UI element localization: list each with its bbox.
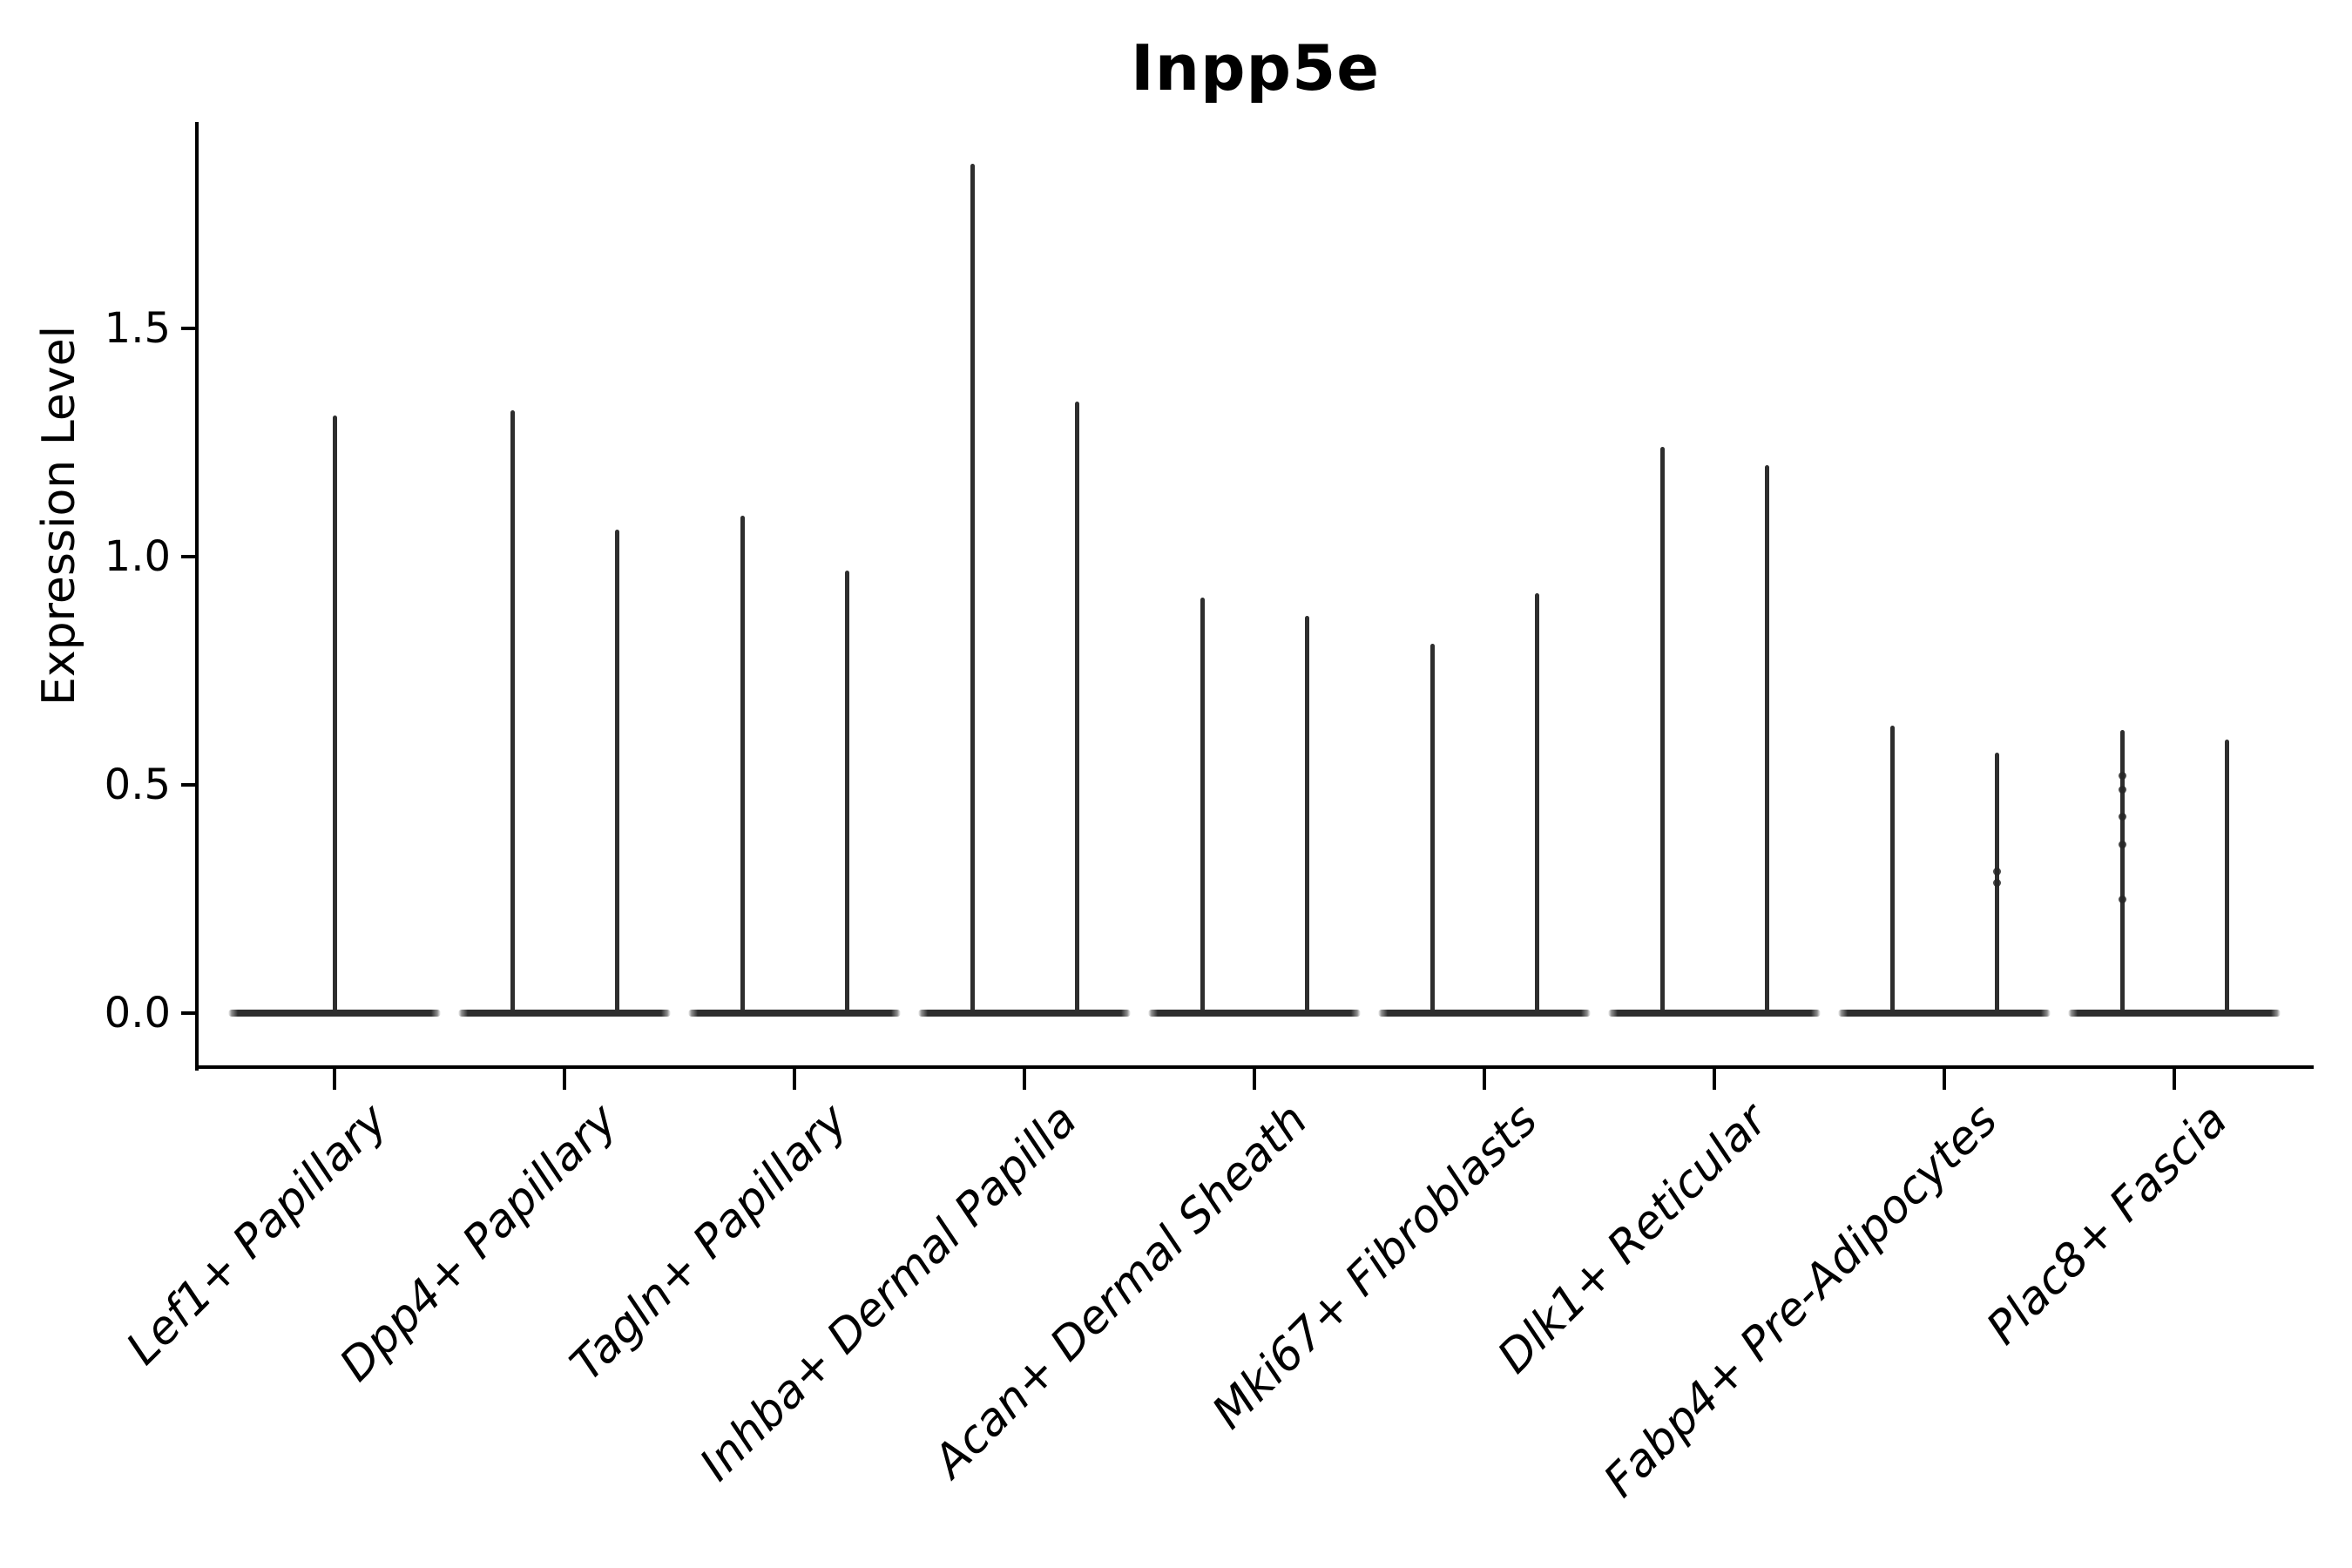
plot-title: Inpp5e	[1130, 31, 1381, 105]
x-tick	[1023, 1069, 1026, 1090]
y-tick	[181, 555, 197, 558]
y-tick-label: 1.5	[104, 304, 171, 353]
violin-baseline	[1838, 1010, 2051, 1017]
violin-spike	[1764, 465, 1769, 1016]
x-tick-label: Fabp4+ Pre-Adipocytes	[1593, 1094, 2008, 1508]
violin-baseline	[918, 1010, 1131, 1017]
x-tick-label: Inhba+ Dermal Papilla	[690, 1094, 1088, 1491]
y-tick	[181, 1011, 197, 1015]
x-tick	[1943, 1069, 1946, 1090]
x-tick	[2173, 1069, 2176, 1090]
violin-spike	[2224, 739, 2229, 1016]
x-axis-spine	[195, 1065, 2314, 1069]
x-tick	[1713, 1069, 1716, 1090]
x-tick	[1483, 1069, 1486, 1090]
y-tick-label: 1.0	[104, 532, 171, 581]
violin-baseline	[1608, 1010, 1821, 1017]
violin-spike	[970, 164, 975, 1016]
violin-baseline	[688, 1010, 901, 1017]
x-tick	[793, 1069, 796, 1090]
violin-baseline	[1148, 1010, 1361, 1017]
violin-spike	[2119, 730, 2125, 1016]
violin-baseline	[1378, 1010, 1591, 1017]
violin-spike	[844, 570, 849, 1016]
violin-spike	[1304, 616, 1309, 1016]
y-tick-label: 0.0	[104, 989, 171, 1037]
violin-spike	[332, 415, 337, 1016]
x-tick-label: Acan+ Dermal Sheath	[923, 1094, 1318, 1488]
x-tick	[333, 1069, 336, 1090]
data-point-dot	[2118, 813, 2126, 821]
y-axis-label: Expression Level	[33, 325, 85, 706]
data-point-dot	[2118, 895, 2126, 903]
violin-spike	[1889, 725, 1895, 1016]
data-point-dot	[2118, 785, 2126, 794]
violin-baseline	[2068, 1010, 2281, 1017]
violin-spike	[1074, 401, 1079, 1016]
data-point-dot	[2118, 772, 2126, 781]
violin-spike	[1429, 643, 1435, 1016]
violin-spike	[614, 529, 619, 1016]
y-tick	[181, 327, 197, 330]
violin-spike	[1659, 447, 1665, 1016]
data-point-dot	[1992, 868, 2001, 876]
x-tick	[563, 1069, 566, 1090]
data-point-dot	[1992, 879, 2001, 888]
x-tick-label: Plac8+ Fascia	[1977, 1094, 2238, 1355]
y-tick	[181, 783, 197, 787]
y-axis-spine	[195, 122, 199, 1071]
data-point-dot	[2118, 840, 2126, 848]
violin-spike	[510, 410, 515, 1016]
violin-spike	[1200, 598, 1205, 1016]
violin-baseline	[458, 1010, 671, 1017]
x-tick	[1253, 1069, 1256, 1090]
violin-spike	[740, 515, 745, 1016]
y-tick-label: 0.5	[104, 760, 171, 809]
violin-spike	[1534, 592, 1539, 1016]
